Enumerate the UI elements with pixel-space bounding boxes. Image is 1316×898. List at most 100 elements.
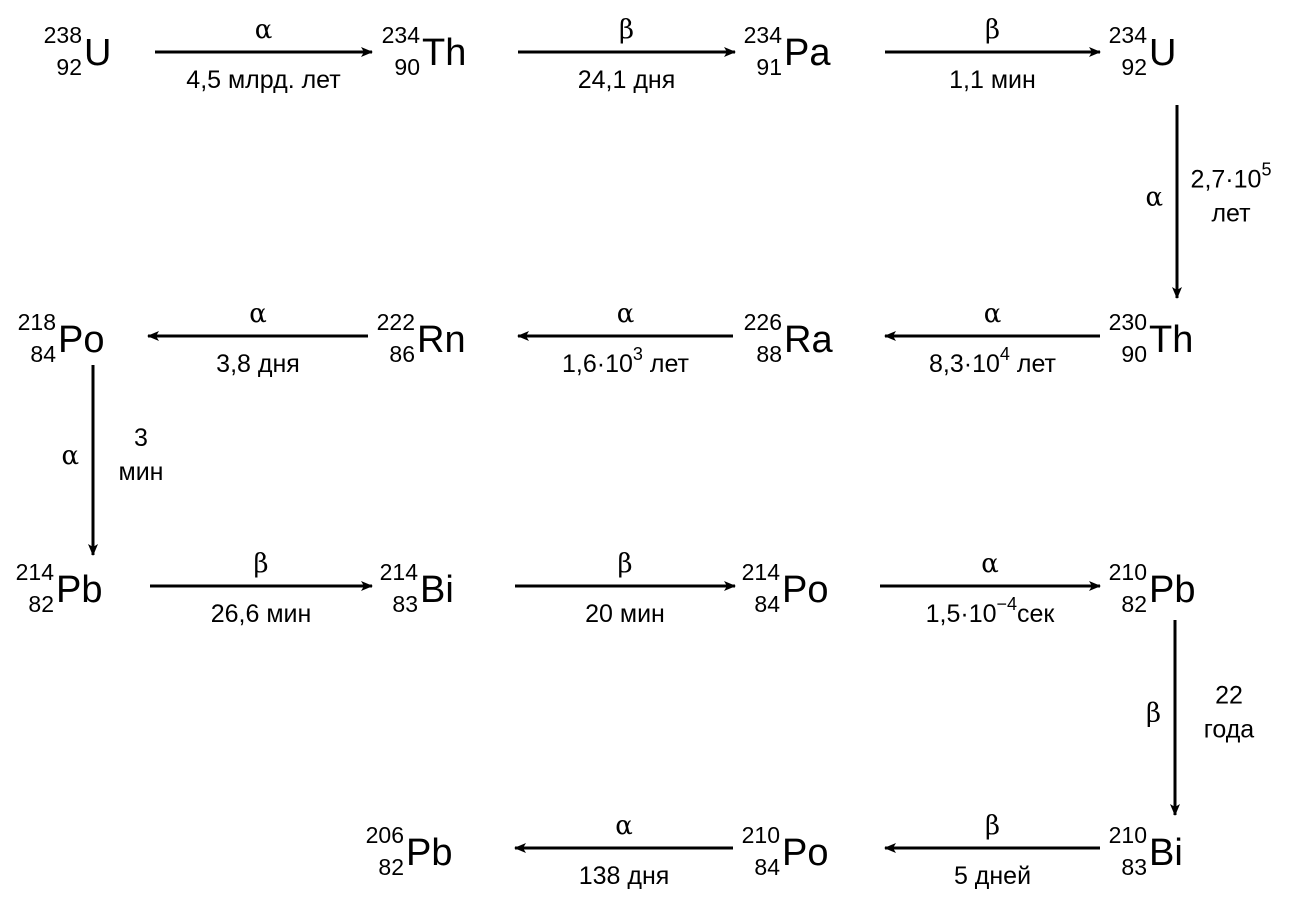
- decay-type: α: [249, 299, 267, 329]
- decay-type: β: [617, 549, 632, 579]
- atomic-number: 84: [754, 591, 780, 617]
- half-life: 24,1 дня: [578, 66, 676, 94]
- nuclide-po218: 218 84 Po: [18, 309, 105, 367]
- decay-type: β: [985, 15, 1000, 45]
- mass-number: 214: [380, 559, 419, 585]
- decay-label-d1: α 4,5 млрд. лет: [186, 15, 341, 94]
- mass-number: 210: [1109, 822, 1147, 848]
- half-life: 138 дня: [579, 862, 670, 890]
- atomic-number: 92: [56, 54, 82, 80]
- nuclide-th234: 234 90 Th: [382, 22, 467, 80]
- element-symbol: U: [1149, 32, 1176, 74]
- element-symbol: Po: [782, 569, 828, 611]
- nuclide-ra226: 226 88 Ra: [744, 309, 834, 367]
- mass-number: 234: [382, 22, 421, 48]
- atomic-number: 83: [392, 591, 418, 617]
- mass-number: 218: [18, 309, 56, 335]
- element-symbol: Th: [422, 32, 466, 74]
- half-life-line-2: года: [1204, 716, 1255, 744]
- nuclide-rn222: 222 86 Rn: [377, 309, 466, 367]
- nuclide-pb214: 214 82 Pb: [16, 559, 103, 617]
- half-life: 4,5 млрд. лет: [186, 66, 341, 94]
- element-symbol: Pb: [1149, 569, 1195, 611]
- half-life: 1,6·103 лет: [562, 344, 690, 378]
- nuclide-po210: 210 84 Po: [742, 822, 829, 880]
- atomic-number: 92: [1121, 54, 1147, 80]
- atomic-number: 83: [1121, 854, 1147, 880]
- half-life: 1,1 мин: [949, 66, 1036, 94]
- decay-type: β: [1146, 699, 1161, 729]
- decay-type: β: [619, 15, 634, 45]
- element-symbol: Pa: [784, 32, 831, 74]
- mass-number: 210: [742, 822, 780, 848]
- half-life-line-1: 2,7·105: [1191, 160, 1272, 194]
- nuclide-bi210: 210 83 Bi: [1109, 822, 1183, 880]
- atomic-number: 90: [1121, 341, 1147, 367]
- mass-number: 230: [1109, 309, 1147, 335]
- nuclide-pb206: 206 82 Pb: [366, 822, 453, 880]
- element-symbol: Po: [782, 832, 828, 874]
- nuclide-pa234: 234 91 Pa: [744, 22, 832, 80]
- decay-label-d8: α 3 мин: [61, 424, 163, 486]
- mass-number: 206: [366, 822, 404, 848]
- element-symbol: U: [84, 32, 111, 74]
- atomic-number: 84: [754, 854, 780, 880]
- half-life-line-1: 22: [1215, 682, 1243, 710]
- decay-label-d3: β 1,1 мин: [949, 15, 1036, 94]
- half-life: 20 мин: [585, 600, 665, 628]
- decay-type: α: [61, 441, 79, 471]
- mass-number: 238: [44, 22, 82, 48]
- decay-labels: α 4,5 млрд. лет β 24,1 дня β 1,1 мин α 2,7·105 л…: [61, 15, 1271, 890]
- atomic-number: 90: [394, 54, 420, 80]
- decay-type: α: [255, 15, 273, 45]
- atomic-number: 82: [378, 854, 404, 880]
- nuclide-u234: 234 92 U: [1109, 22, 1177, 80]
- decay-label-d12: β 22 года: [1146, 682, 1254, 744]
- element-symbol: Pb: [56, 569, 102, 611]
- decay-type: β: [985, 811, 1000, 841]
- element-symbol: Rn: [417, 319, 466, 361]
- nuclide-th230: 230 90 Th: [1109, 309, 1194, 367]
- atomic-number: 82: [1121, 591, 1147, 617]
- decay-type: α: [615, 811, 633, 841]
- half-life-line-2: мин: [119, 458, 164, 486]
- decay-type: β: [253, 549, 268, 579]
- nuclide-u238: 238 92 U: [44, 22, 112, 80]
- decay-label-d7: α 3,8 дня: [216, 299, 300, 378]
- mass-number: 214: [742, 559, 781, 585]
- element-symbol: Th: [1149, 319, 1193, 361]
- nuclide-pb210: 210 82 Pb: [1109, 559, 1196, 617]
- half-life: 8,3·104 лет: [929, 344, 1057, 378]
- atomic-number: 86: [389, 341, 415, 367]
- half-life: 26,6 мин: [211, 600, 312, 628]
- mass-number: 234: [744, 22, 783, 48]
- decay-label-d10: β 20 мин: [585, 549, 665, 628]
- half-life-line-1: 3: [134, 424, 148, 452]
- mass-number: 210: [1109, 559, 1147, 585]
- element-symbol: Bi: [1149, 832, 1183, 874]
- decay-label-d6: α 1,6·103 лет: [562, 299, 690, 378]
- half-life: 1,5·10−4сек: [926, 594, 1056, 628]
- half-life: 5 дней: [954, 862, 1031, 890]
- decay-label-d11: α 1,5·10−4сек: [926, 549, 1056, 628]
- mass-number: 222: [377, 309, 415, 335]
- nuclide-po214: 214 84 Po: [742, 559, 829, 617]
- decay-arrows: [88, 47, 1182, 853]
- decay-label-d2: β 24,1 дня: [578, 15, 676, 94]
- half-life-line-2: лет: [1211, 200, 1251, 228]
- decay-type: α: [981, 549, 999, 579]
- decay-label-d9: β 26,6 мин: [211, 549, 312, 628]
- decay-type: α: [984, 299, 1002, 329]
- atomic-number: 82: [28, 591, 54, 617]
- atomic-number: 91: [756, 54, 782, 80]
- atomic-number: 84: [30, 341, 56, 367]
- decay-label-d5: α 8,3·104 лет: [929, 299, 1057, 378]
- element-symbol: Pb: [406, 832, 452, 874]
- decay-type: α: [617, 299, 635, 329]
- decay-label-d13: β 5 дней: [954, 811, 1031, 890]
- mass-number: 234: [1109, 22, 1148, 48]
- decay-label-d14: α 138 дня: [579, 811, 670, 890]
- element-symbol: Bi: [420, 569, 454, 611]
